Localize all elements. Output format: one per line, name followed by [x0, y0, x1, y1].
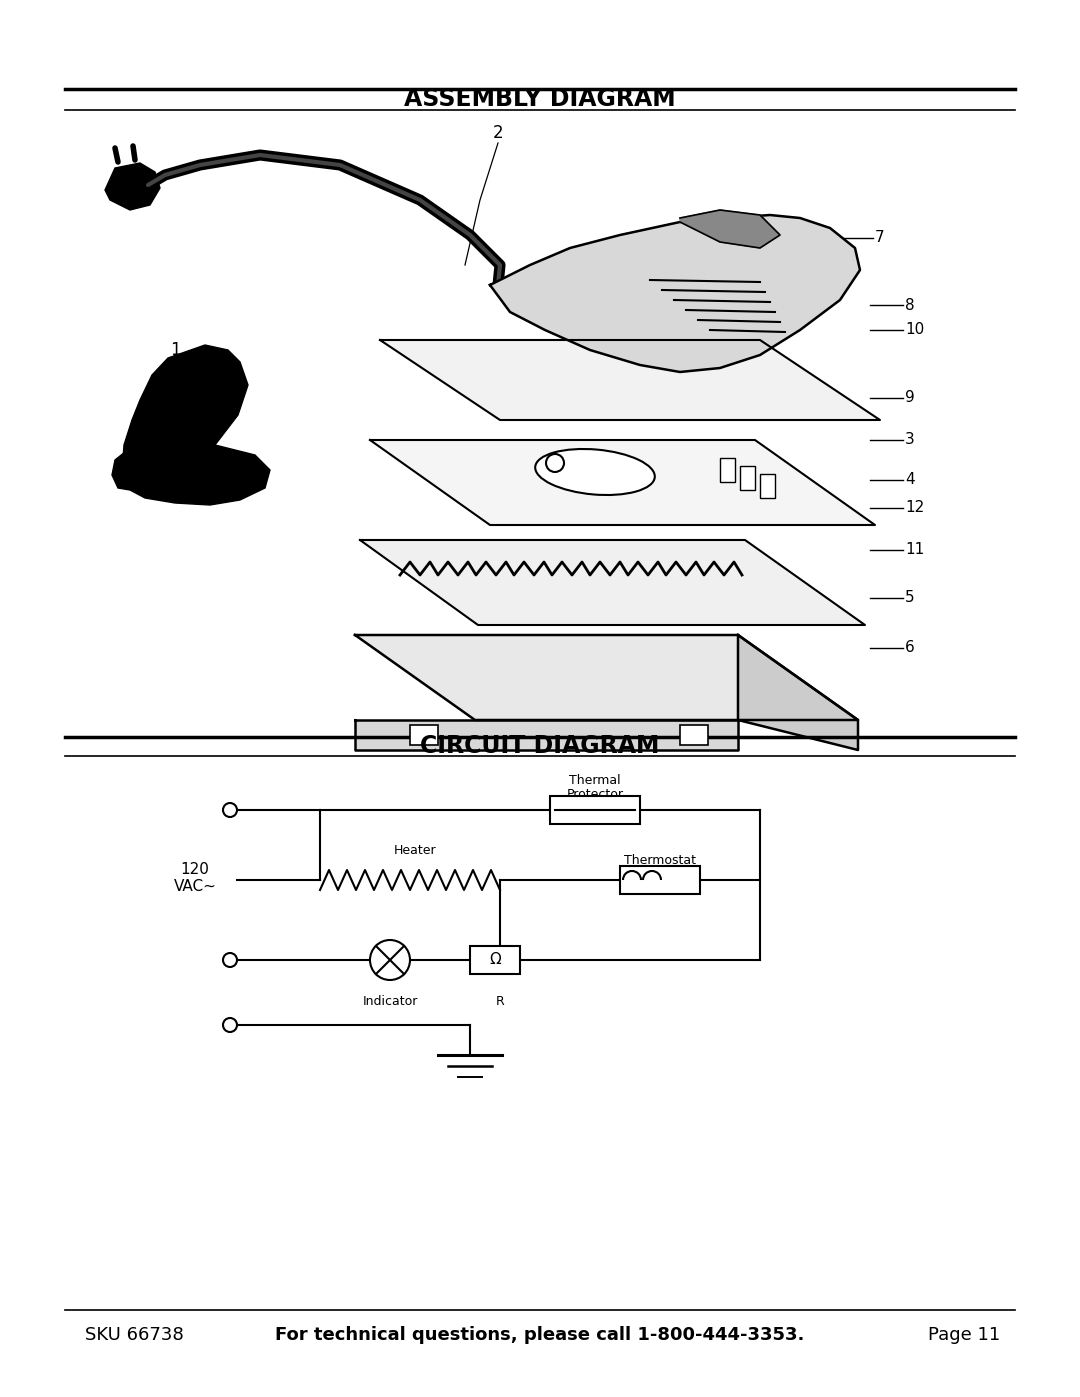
Bar — [740, 467, 755, 490]
Bar — [680, 725, 708, 745]
Polygon shape — [360, 541, 865, 624]
Text: 4: 4 — [905, 472, 915, 488]
Text: 1: 1 — [170, 341, 180, 359]
Text: 7: 7 — [875, 231, 885, 246]
Text: R: R — [496, 995, 504, 1009]
Bar — [760, 474, 775, 497]
Polygon shape — [355, 719, 738, 750]
Bar — [720, 458, 735, 482]
Text: Thermal: Thermal — [569, 774, 621, 787]
Text: 12: 12 — [905, 500, 924, 515]
Text: SKU 66738: SKU 66738 — [85, 1326, 184, 1344]
Text: Indicator: Indicator — [362, 995, 418, 1009]
Polygon shape — [738, 636, 858, 750]
Circle shape — [370, 940, 410, 981]
Bar — [550, 796, 640, 824]
Text: 8: 8 — [905, 298, 915, 313]
Text: 5: 5 — [905, 591, 915, 605]
Text: 3: 3 — [905, 433, 915, 447]
Ellipse shape — [536, 448, 654, 495]
Text: Protector: Protector — [567, 788, 623, 802]
Polygon shape — [355, 636, 858, 719]
Polygon shape — [112, 441, 270, 504]
Text: 9: 9 — [905, 391, 915, 405]
Text: 2: 2 — [492, 124, 503, 142]
Bar — [410, 725, 438, 745]
Circle shape — [222, 953, 237, 967]
Circle shape — [222, 1018, 237, 1032]
Text: Thermostat: Thermostat — [624, 854, 696, 866]
Bar — [470, 946, 519, 974]
Circle shape — [222, 803, 237, 817]
Text: 6: 6 — [905, 640, 915, 655]
Polygon shape — [380, 339, 880, 420]
Bar — [620, 866, 700, 894]
Polygon shape — [490, 215, 860, 372]
Text: ASSEMBLY DIAGRAM: ASSEMBLY DIAGRAM — [404, 87, 676, 110]
Text: 120
VAC~: 120 VAC~ — [174, 862, 216, 894]
Polygon shape — [370, 440, 875, 525]
Text: 10: 10 — [905, 323, 924, 338]
Text: Heater: Heater — [394, 844, 436, 856]
Polygon shape — [122, 345, 248, 488]
Text: CIRCUIT DIAGRAM: CIRCUIT DIAGRAM — [420, 733, 660, 759]
Text: Page 11: Page 11 — [928, 1326, 1000, 1344]
Circle shape — [546, 454, 564, 472]
Text: 11: 11 — [905, 542, 924, 557]
Text: Ω: Ω — [489, 953, 501, 968]
Text: For technical questions, please call 1-800-444-3353.: For technical questions, please call 1-8… — [275, 1326, 805, 1344]
Polygon shape — [105, 163, 160, 210]
Polygon shape — [680, 210, 780, 249]
